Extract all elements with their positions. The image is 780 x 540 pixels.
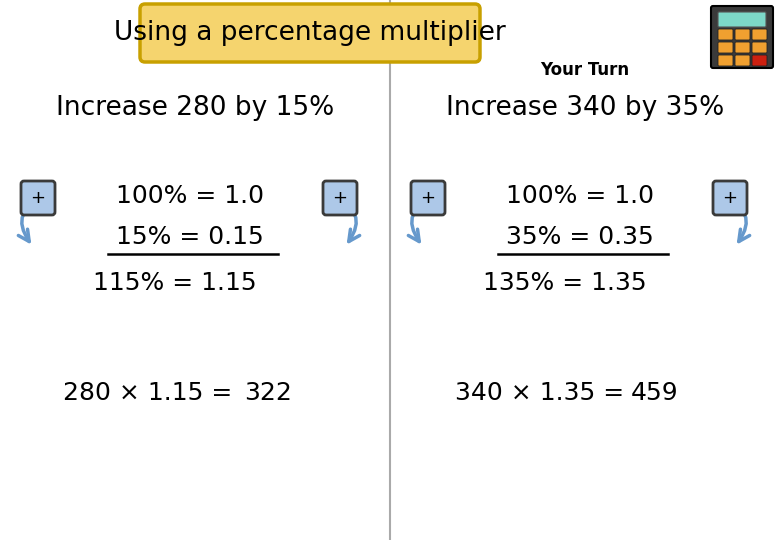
Text: 15% = 0.15: 15% = 0.15 — [116, 225, 264, 249]
FancyBboxPatch shape — [713, 181, 747, 215]
FancyBboxPatch shape — [718, 12, 766, 27]
Text: 115% = 1.15: 115% = 1.15 — [93, 271, 257, 295]
Text: Using a percentage multiplier: Using a percentage multiplier — [114, 20, 506, 46]
Text: 340 × 1.35 =: 340 × 1.35 = — [456, 381, 625, 405]
Text: +: + — [332, 189, 348, 207]
FancyBboxPatch shape — [711, 6, 773, 68]
Text: 280 × 1.15 =: 280 × 1.15 = — [63, 381, 232, 405]
FancyBboxPatch shape — [752, 29, 767, 40]
FancyBboxPatch shape — [735, 29, 750, 40]
Text: 100% = 1.0: 100% = 1.0 — [506, 184, 654, 208]
FancyBboxPatch shape — [718, 29, 733, 40]
Text: 322: 322 — [244, 381, 292, 405]
FancyBboxPatch shape — [140, 4, 480, 62]
Text: +: + — [30, 189, 45, 207]
FancyBboxPatch shape — [752, 55, 767, 66]
FancyBboxPatch shape — [735, 42, 750, 53]
Text: 135% = 1.35: 135% = 1.35 — [483, 271, 647, 295]
Text: Increase 280 by 15%: Increase 280 by 15% — [56, 95, 334, 121]
FancyBboxPatch shape — [752, 42, 767, 53]
FancyBboxPatch shape — [323, 181, 357, 215]
Text: Your Turn: Your Turn — [541, 61, 629, 79]
Text: +: + — [722, 189, 738, 207]
Text: 100% = 1.0: 100% = 1.0 — [116, 184, 264, 208]
FancyBboxPatch shape — [21, 181, 55, 215]
FancyBboxPatch shape — [718, 42, 733, 53]
Text: 459: 459 — [631, 381, 679, 405]
Text: +: + — [420, 189, 435, 207]
Text: 35% = 0.35: 35% = 0.35 — [506, 225, 654, 249]
FancyBboxPatch shape — [735, 55, 750, 66]
Text: Increase 340 by 35%: Increase 340 by 35% — [446, 95, 724, 121]
FancyBboxPatch shape — [718, 55, 733, 66]
FancyBboxPatch shape — [411, 181, 445, 215]
